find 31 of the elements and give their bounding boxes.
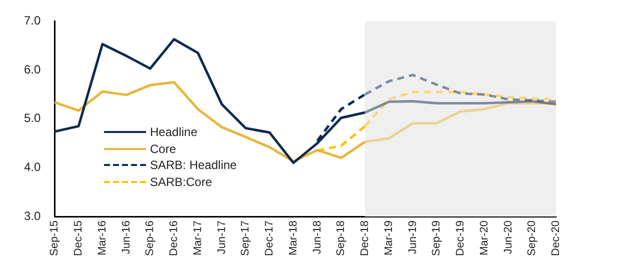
- x-tick-label: Jun-16: [120, 220, 132, 254]
- x-tick-label: Sep-16: [144, 220, 156, 256]
- legend-label: SARB:Core: [150, 174, 212, 190]
- x-tick-label: Dec-17: [264, 220, 276, 256]
- x-tick-label: Mar-16: [96, 220, 108, 256]
- x-tick-label: Mar-18: [287, 220, 300, 256]
- y-tick-label: 7.0: [24, 14, 41, 28]
- legend-label: SARB: Headline: [150, 157, 237, 174]
- x-tick-label: Jun-20: [502, 220, 514, 254]
- x-tick-label: Sep-18: [335, 220, 348, 256]
- y-tick-label: 5.0: [24, 111, 41, 126]
- x-tick-label: Dec-20: [550, 220, 562, 256]
- x-tick-label: Dec-18: [359, 220, 372, 256]
- x-tick-label: Sep-17: [240, 220, 252, 256]
- x-tick-label: Jun-17: [216, 220, 228, 254]
- legend-label: Headline: [150, 124, 198, 140]
- x-tick-label: Mar-20: [478, 220, 490, 256]
- legend-label: Core: [150, 140, 176, 157]
- x-tick-label: Sep-20: [526, 220, 538, 256]
- x-tick-label: Jun-19: [406, 220, 419, 254]
- x-tick-label: Dec-15: [72, 220, 85, 256]
- x-tick-label: Sep-19: [430, 220, 443, 256]
- x-tick-label: Jun-18: [311, 220, 324, 254]
- y-tick-label: 3.0: [24, 208, 41, 223]
- y-tick-label: 6.0: [24, 62, 41, 76]
- x-tick-label: Sep-15: [48, 220, 61, 256]
- x-tick-label: Dec-19: [454, 220, 467, 256]
- x-tick-label: Mar-19: [382, 220, 395, 256]
- x-tick-label: Dec-16: [168, 220, 180, 256]
- y-tick-label: 4.0: [24, 160, 41, 174]
- x-tick-label: Mar-17: [192, 220, 204, 256]
